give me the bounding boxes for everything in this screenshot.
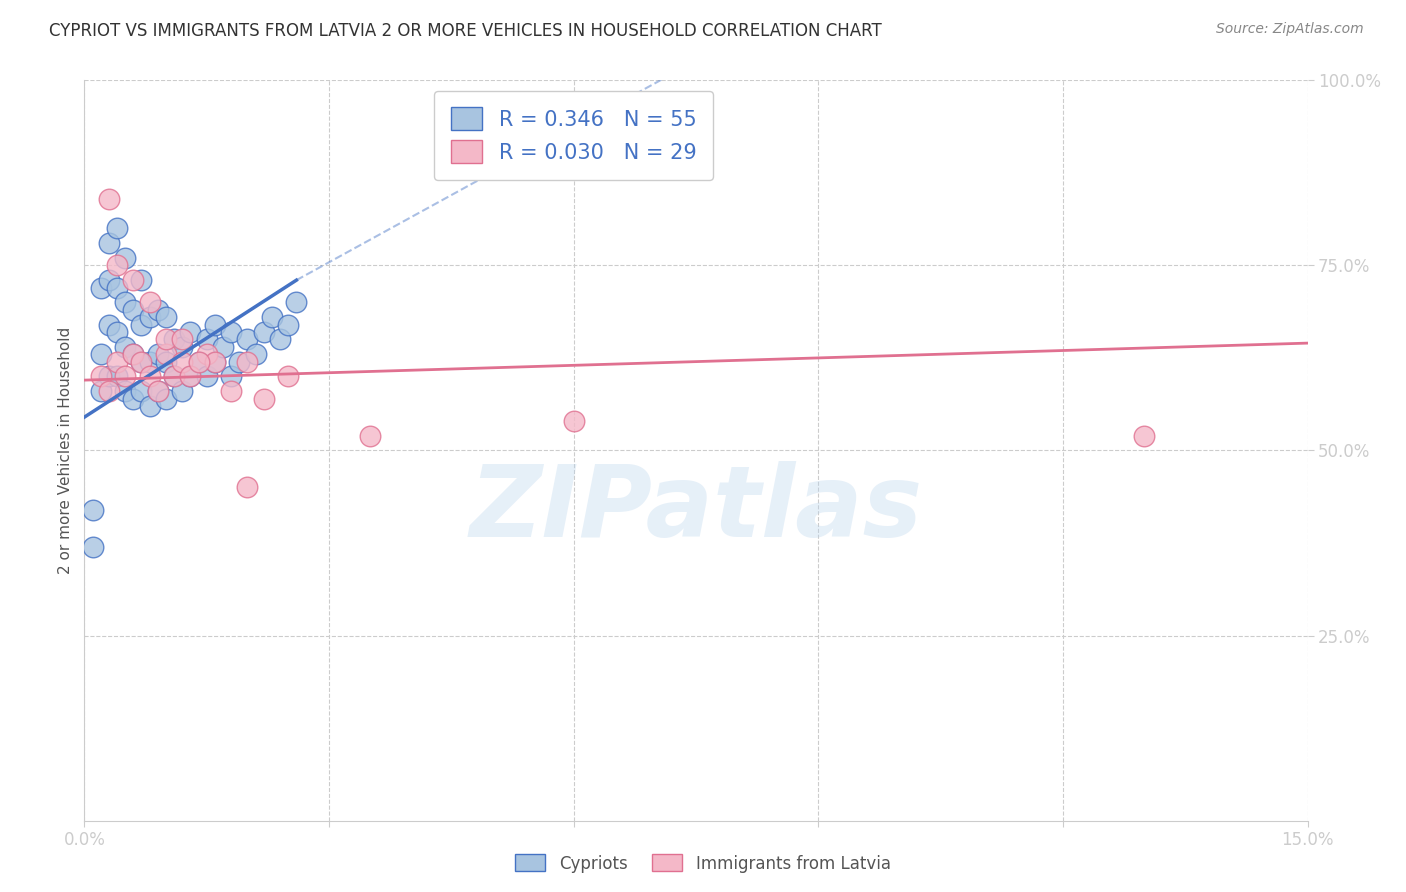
Point [97,192,120,206]
Point [90,369,112,384]
Point [179,369,201,384]
Point [179,369,201,384]
Point [146,384,169,399]
Point [90,384,112,399]
Point [155,332,177,346]
Point [82,502,104,516]
Point [204,354,226,368]
Point [122,302,145,317]
Point [146,302,169,317]
Point [105,369,128,384]
Point [138,399,160,413]
Point [105,280,128,294]
Point [172,354,194,368]
Point [212,340,235,354]
Point [219,369,242,384]
Point [155,392,177,406]
Point [97,384,120,399]
Point [82,540,104,554]
Point [114,384,136,399]
Point [105,259,128,273]
Point [155,354,177,368]
Text: ZIPatlas: ZIPatlas [470,461,922,558]
Point [172,384,194,399]
Point [204,354,226,368]
Point [172,340,194,354]
Point [195,347,218,361]
Point [277,318,299,332]
Point [146,347,169,361]
Point [131,273,153,287]
Point [172,332,194,346]
Point [122,347,145,361]
Point [228,354,250,368]
Point [219,325,242,339]
Point [195,369,218,384]
Point [114,340,136,354]
Text: Source: ZipAtlas.com: Source: ZipAtlas.com [1216,22,1364,37]
Point [269,332,291,346]
Point [138,295,160,310]
Point [179,325,201,339]
Point [105,354,128,368]
Point [114,251,136,265]
Point [90,347,112,361]
Point [97,369,120,384]
Point [131,354,153,368]
Point [131,384,153,399]
Point [187,354,209,368]
Point [105,221,128,235]
Point [245,347,267,361]
Point [277,369,299,384]
Point [285,295,308,310]
Point [253,392,276,406]
Point [236,480,259,494]
Point [163,332,186,346]
Point [114,369,136,384]
Point [1133,428,1156,442]
Point [97,318,120,332]
Legend: Cypriots, Immigrants from Latvia: Cypriots, Immigrants from Latvia [509,847,897,880]
Point [122,347,145,361]
Point [236,332,259,346]
Y-axis label: 2 or more Vehicles in Household: 2 or more Vehicles in Household [58,326,73,574]
Point [163,369,186,384]
Point [114,295,136,310]
Point [90,280,112,294]
Point [155,347,177,361]
Point [187,354,209,368]
Point [138,354,160,368]
Point [236,354,259,368]
Point [219,384,242,399]
Point [260,310,283,325]
Point [122,392,145,406]
Point [163,369,186,384]
Point [146,384,169,399]
Point [138,310,160,325]
Point [97,236,120,251]
Point [105,325,128,339]
Point [131,354,153,368]
Point [138,369,160,384]
Point [131,318,153,332]
Point [97,273,120,287]
Point [204,318,226,332]
Point [155,310,177,325]
Point [195,332,218,346]
Point [253,325,276,339]
Point [562,414,585,428]
Legend: R = 0.346   N = 55, R = 0.030   N = 29: R = 0.346 N = 55, R = 0.030 N = 29 [434,91,713,180]
Point [122,273,145,287]
Point [359,428,381,442]
Text: CYPRIOT VS IMMIGRANTS FROM LATVIA 2 OR MORE VEHICLES IN HOUSEHOLD CORRELATION CH: CYPRIOT VS IMMIGRANTS FROM LATVIA 2 OR M… [49,22,882,40]
